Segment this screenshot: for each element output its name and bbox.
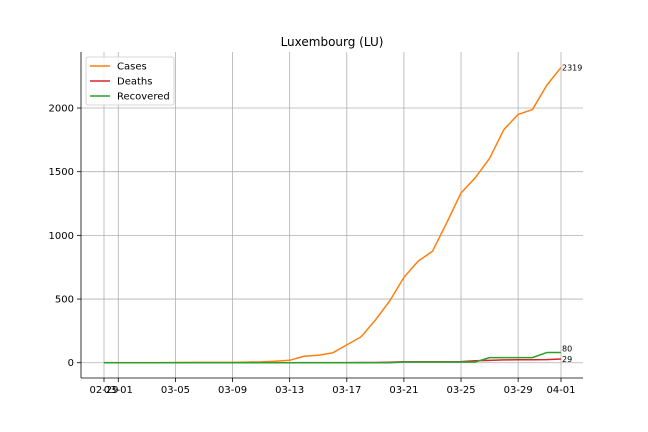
end-value-label: 2319 (562, 63, 582, 72)
x-tick-label: 04-01 (546, 385, 575, 396)
legend-box (85, 56, 175, 106)
legend-entry: Cases (117, 62, 147, 73)
grid-lines (81, 52, 583, 378)
x-tick-label: 03-09 (218, 385, 247, 396)
series-line-cases (104, 66, 562, 364)
y-tick-label: 0 (68, 358, 74, 369)
x-tick-label: 03-25 (447, 385, 476, 396)
y-tick-label: 500 (55, 295, 74, 306)
y-tick-label: 1000 (49, 231, 74, 242)
chart-title: Luxembourg (LU) (281, 35, 384, 49)
legend: Cases Deaths Recovered (85, 56, 175, 106)
y-tick-label: 1500 (49, 167, 74, 178)
x-tick-label: 03-29 (504, 385, 533, 396)
series-lines (104, 66, 562, 364)
x-tick-label: 03-13 (275, 385, 304, 396)
x-tick-label: 03-17 (332, 385, 361, 396)
end-value-label: 29 (562, 355, 572, 364)
y-tick-label: 2000 (49, 104, 74, 115)
end-value-label: 80 (562, 345, 572, 354)
x-tick-label: 03-01 (104, 385, 133, 396)
x-tick-label: 03-21 (389, 385, 418, 396)
x-tick-label: 03-05 (161, 385, 190, 396)
legend-entry: Deaths (117, 77, 152, 88)
legend-entry: Recovered (117, 92, 170, 103)
series-line-recovered (104, 351, 561, 364)
x-tick-label: 02-29 (89, 385, 118, 396)
